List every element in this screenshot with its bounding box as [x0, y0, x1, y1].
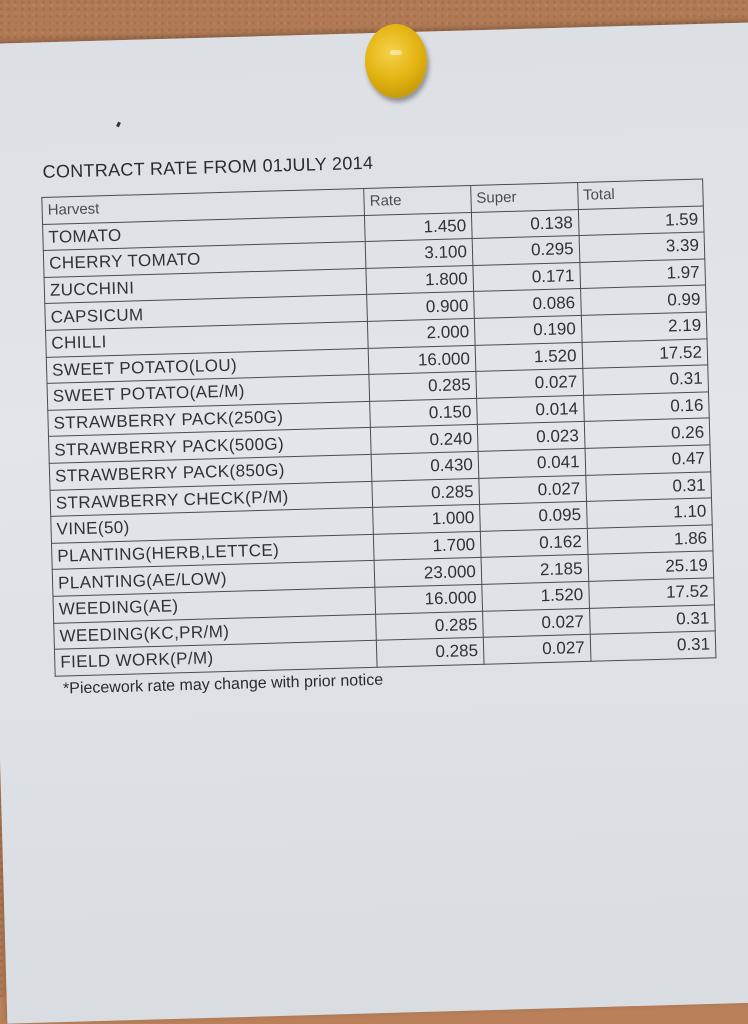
cell-super: 0.138 [471, 209, 579, 239]
cell-rate: 16.000 [368, 344, 476, 375]
cell-super: 0.027 [475, 368, 584, 399]
notice-title: CONTRACT RATE FROM 01JULY 2014 [42, 152, 374, 182]
cell-super: 0.086 [473, 288, 581, 319]
cell-super: 1.520 [481, 581, 590, 611]
cell-super: 0.014 [476, 395, 584, 425]
column-header-super: Super [470, 182, 578, 213]
cell-total: 1.86 [586, 524, 713, 555]
rate-notice: CONTRACT RATE FROM 01JULY 2014 Harvest R… [40, 131, 735, 698]
cell-super: 0.162 [480, 528, 588, 558]
column-header-total: Total [577, 179, 704, 210]
cell-rate: 0.285 [376, 637, 484, 667]
cell-total: 0.31 [589, 630, 716, 662]
cell-total: 0.31 [582, 365, 709, 396]
cell-super: 2.185 [480, 554, 589, 585]
cell-rate: 1.000 [372, 504, 481, 535]
cell-total: 1.59 [577, 205, 705, 236]
cell-rate: 0.285 [375, 610, 484, 641]
cell-rate: 2.000 [367, 318, 476, 348]
cell-super: 0.190 [474, 315, 582, 345]
cell-total: 0.31 [589, 604, 716, 635]
rate-table: Harvest Rate Super Total TOMATO 1.450 0.13… [41, 178, 716, 676]
cell-super: 0.295 [472, 235, 580, 266]
cell-super: 0.027 [482, 607, 590, 638]
cell-super: 0.023 [477, 421, 585, 452]
cell-total: 0.26 [583, 418, 710, 449]
column-header-rate: Rate [363, 185, 472, 216]
cell-total: 1.97 [579, 258, 706, 289]
cell-rate: 1.450 [364, 212, 473, 242]
cell-rate: 0.285 [369, 371, 477, 402]
cell-rate: 1.800 [366, 265, 474, 295]
cell-rate: 3.100 [365, 238, 473, 269]
cell-total: 0.16 [583, 391, 710, 422]
pushpin-icon [365, 24, 427, 98]
cell-super: 1.520 [475, 342, 583, 372]
cell-rate: 16.000 [375, 584, 483, 614]
cell-rate: 23.000 [374, 557, 482, 588]
cell-rate: 0.150 [369, 398, 478, 428]
cell-total: 17.52 [588, 577, 715, 608]
cell-total: 3.39 [578, 232, 705, 263]
cell-rate: 0.900 [366, 291, 475, 322]
cell-super: 0.041 [477, 448, 586, 478]
cell-total: 17.52 [581, 338, 708, 369]
cell-total: 25.19 [587, 551, 714, 582]
cell-rate: 0.285 [372, 477, 480, 508]
cell-total: 0.47 [584, 444, 711, 475]
cell-rate: 1.700 [373, 531, 481, 561]
cell-total: 0.31 [585, 471, 712, 502]
cell-total: 0.99 [580, 285, 707, 316]
cell-super: 0.027 [483, 634, 591, 664]
cell-total: 1.10 [586, 498, 713, 529]
cell-super: 0.171 [472, 262, 581, 292]
cell-rate: 0.430 [371, 451, 479, 481]
cell-rate: 0.240 [370, 424, 478, 455]
cell-total: 2.19 [580, 311, 708, 343]
cell-super: 0.027 [478, 474, 587, 505]
cell-super: 0.095 [479, 501, 587, 532]
